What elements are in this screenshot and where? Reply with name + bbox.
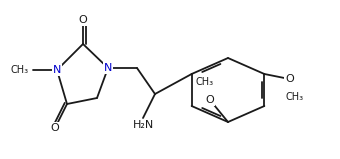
Text: N: N	[53, 65, 61, 75]
Text: N: N	[104, 63, 112, 73]
Text: CH₃: CH₃	[196, 77, 214, 87]
Text: H₂N: H₂N	[132, 120, 154, 130]
Text: O: O	[206, 95, 215, 105]
Text: O: O	[79, 15, 87, 25]
Text: O: O	[51, 123, 59, 133]
Text: O: O	[285, 74, 294, 84]
Text: CH₃: CH₃	[11, 65, 29, 75]
Text: CH₃: CH₃	[285, 92, 303, 102]
